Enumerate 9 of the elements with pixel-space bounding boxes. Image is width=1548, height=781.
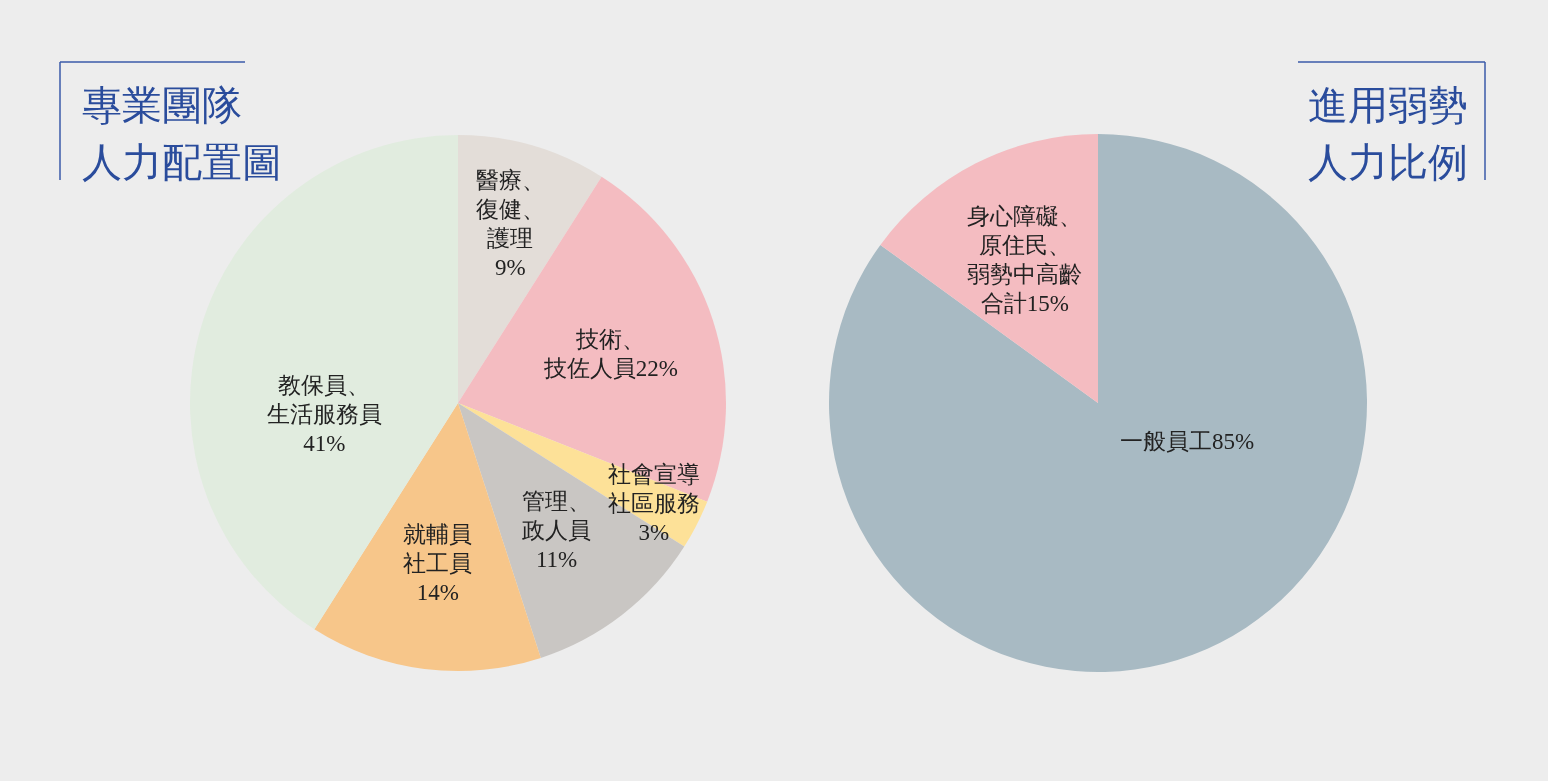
slice-label: 教保員、生活服務員 (266, 372, 382, 427)
title: 專業團隊人力配置圖 (82, 83, 282, 184)
slice-label: 身心障礙、原住民、弱勢中高齡 (967, 203, 1083, 287)
slice-label: 醫療、復健、護理 (475, 167, 545, 251)
slice-label: 管理、政人員 (522, 489, 592, 544)
title: 進用弱勢人力比例 (1308, 83, 1468, 184)
slice-label: 一般員工 (1119, 429, 1212, 455)
slice-label: 就輔員社工員 (403, 521, 473, 576)
slice-label: 社會宣導社區服務 (607, 462, 700, 517)
